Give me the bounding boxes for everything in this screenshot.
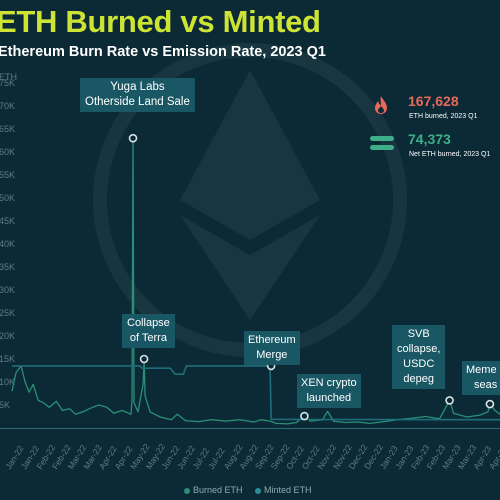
- y-tick-label: 10K: [0, 377, 15, 387]
- y-tick-label: 50K: [0, 193, 15, 203]
- y-tick-label: 40K: [0, 239, 15, 249]
- burned-stat-value: 167,628: [408, 93, 459, 109]
- legend-swatch: [255, 487, 262, 494]
- annotation-terra: Collapse of Terra: [122, 314, 175, 348]
- annotation-line: Ethereum: [248, 334, 296, 346]
- annotation-svb: SVB collapse, USDC depeg: [392, 325, 446, 389]
- legend-label: Minted ETH: [264, 485, 312, 495]
- annotation-line: of Terra: [129, 332, 167, 344]
- annotation-marker-xen: [300, 411, 309, 421]
- legend-label: Burned ETH: [193, 485, 243, 495]
- chart-subtitle: Ethereum Burn Rate vs Emission Rate, 202…: [0, 44, 326, 60]
- annotation-line: Collapse: [127, 317, 170, 329]
- annotation-line: Yuga Labs: [110, 81, 165, 93]
- y-tick-label: 25K: [0, 308, 15, 318]
- x-axis: Jan-22Jan-22Feb-22Feb-22Mar-22Mar-22Apr-…: [0, 428, 500, 471]
- equals-icon: [370, 136, 394, 150]
- annotation-line: depeg: [403, 373, 434, 385]
- y-axis: ETH 5K 10K 15K 20K 25K 30K 35K 40K 45K 50K 55K 60K 65…: [0, 72, 17, 410]
- annotation-line: XEN crypto: [301, 377, 357, 389]
- annotation-xen: XEN crypto launched: [297, 374, 361, 408]
- legend-item-minted: Minted ETH: [255, 485, 312, 495]
- burned-stat-caption: ETH burned, 2023 Q1: [409, 113, 478, 120]
- annotation-line: Merge: [256, 349, 288, 361]
- y-tick-label: 15K: [0, 354, 15, 364]
- annotation-marker-meme: [485, 399, 495, 409]
- annotation-line: USDC: [403, 358, 435, 370]
- y-tick-label: 55K: [0, 170, 15, 180]
- annotation-yuga: Yuga Labs Otherside Land Sale: [80, 78, 195, 112]
- y-tick-label: 20K: [0, 331, 15, 341]
- y-tick-label: 30K: [0, 285, 15, 295]
- annotation-meme: Meme seas: [462, 361, 500, 395]
- annotation-marker-yuga: [128, 133, 138, 143]
- chart-title: ETH Burned vs Minted: [0, 4, 321, 39]
- series-lines: [11, 137, 500, 425]
- chart-legend: Burned ETH Minted ETH: [184, 485, 322, 495]
- series-line-burned: [11, 137, 500, 425]
- legend-swatch: [184, 487, 190, 494]
- net-stat-value: 74,373: [408, 131, 451, 147]
- legend-item-burned: Burned ETH: [184, 485, 243, 495]
- y-axis-unit-label: ETH: [0, 72, 17, 82]
- annotation-merge: Ethereum Merge: [244, 331, 300, 365]
- flame-icon: [375, 96, 387, 114]
- annotation-line: launched: [306, 392, 352, 404]
- annotation-line: Meme: [466, 364, 497, 376]
- y-tick-label: 35K: [0, 262, 15, 272]
- net-stat-caption: Net ETH burned, 2023 Q1: [409, 151, 491, 158]
- y-tick-label: 5K: [0, 400, 10, 410]
- annotation-marker-terra: [139, 354, 149, 364]
- y-tick-label: 75K: [0, 78, 15, 88]
- y-tick-label: 70K: [0, 101, 15, 111]
- annotation-line: collapse,: [397, 343, 441, 355]
- y-tick-label: 65K: [0, 124, 15, 134]
- series-line-minted: [12, 365, 500, 421]
- annotation-marker-svb: [445, 396, 454, 405]
- annotation-line: Otherside Land Sale: [85, 96, 190, 108]
- y-tick-label: 45K: [0, 216, 15, 226]
- annotation-line: SVB: [407, 328, 430, 340]
- y-tick-label: 60K: [0, 147, 15, 157]
- annotation-line: seas: [474, 379, 498, 391]
- annotation-markers: [128, 133, 495, 421]
